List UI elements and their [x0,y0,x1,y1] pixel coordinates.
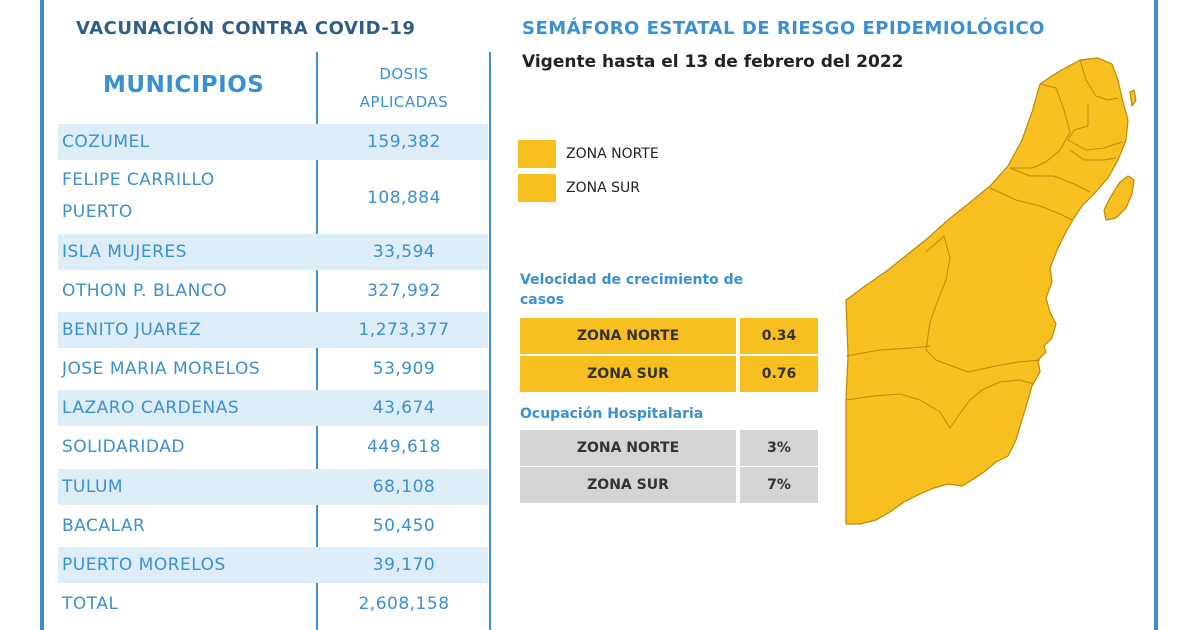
dosis-value: 43,674 [372,398,436,418]
dosis-value: 108,884 [367,188,441,208]
border-isla-mujeres [1079,59,1119,101]
semaforo-title: SEMÁFORO ESTATAL DE RIESGO EPIDEMIOLÓGIC… [522,18,1045,39]
dosis-value: 327,992 [367,281,441,301]
border-lazaro-cardenas [1010,83,1071,169]
municipio-name: ISLA MUJERES [62,242,187,262]
dosis-value: 39,170 [372,555,436,575]
velocidad-title-line2: casos [520,292,565,308]
table-row: FELIPE CARRILLO PUERTO 108,884 [58,162,488,232]
dosis-header: DOSIS APLICADAS [318,60,490,116]
municipios-header: MUNICIPIOS [103,72,265,98]
zona-name: ZONA NORTE [520,318,736,354]
velocidad-row: ZONA NORTE 0.34 [520,318,818,354]
municipio-name: SOLIDARIDAD [62,437,185,457]
municipio-name: TULUM [62,477,124,497]
table-row-total: TOTAL 2,608,158 [58,586,488,622]
legend-label-zona-norte: ZONA NORTE [566,146,659,162]
legend-swatch-zona-sur [518,174,556,202]
velocidad-value: 0.34 [740,318,818,354]
ocupacion-table: ZONA NORTE 3% ZONA SUR 7% [520,430,818,504]
left-frame-border [40,0,44,630]
zona-name: ZONA SUR [520,356,736,392]
right-frame-border [1154,0,1158,630]
zona-name: ZONA SUR [520,467,736,503]
velocidad-title-line1: Velocidad de crecimiento de [520,272,744,288]
ocupacion-value: 3% [740,430,818,466]
vaccination-title: VACUNACIÓN CONTRA COVID-19 [76,18,416,39]
section-divider [489,52,491,630]
zona-name: ZONA NORTE [520,430,736,466]
table-row: TULUM 68,108 [58,469,488,505]
state-outline [845,57,1129,525]
legend-label-zona-sur: ZONA SUR [566,180,640,196]
municipio-name: FELIPE CARRILLO [62,170,215,190]
table-row: COZUMEL 159,382 [58,124,488,160]
border-puerto-morelos [1069,149,1117,161]
table-row: OTHON P. BLANCO 327,992 [58,273,488,309]
table-row: BENITO JUAREZ 1,273,377 [58,312,488,348]
municipio-name: JOSE MARIA MORELOS [62,359,261,379]
legend-swatch-zona-norte [518,140,556,168]
ocupacion-title: Ocupación Hospitalaria [520,406,704,422]
municipio-name: BENITO JUAREZ [62,320,202,340]
velocidad-value: 0.76 [740,356,818,392]
velocidad-table: ZONA NORTE 0.34 ZONA SUR 0.76 [520,318,818,392]
cozumel-island [1103,175,1135,221]
dosis-value: 50,450 [372,516,436,536]
municipio-name: COZUMEL [62,132,150,152]
table-row: SOLIDARIDAD 449,618 [58,429,488,465]
ocupacion-value: 7% [740,467,818,503]
municipio-name-line2: PUERTO [62,202,133,222]
dosis-value: 449,618 [367,437,441,457]
total-label: TOTAL [62,594,119,614]
border-felipe-carrillo [925,235,1041,373]
municipio-name: PUERTO MORELOS [62,555,226,575]
dosis-value: 33,594 [372,242,436,262]
dosis-value: 159,382 [367,132,441,152]
border-jose-maria-morelos [845,345,931,357]
border-solidaridad [1009,167,1091,193]
isla-mujeres-island [1129,89,1137,107]
table-row: PUERTO MORELOS 39,170 [58,547,488,583]
table-row: BACALAR 50,450 [58,508,488,544]
velocidad-title: Velocidad de crecimiento de casos [520,270,743,310]
velocidad-row: ZONA SUR 0.76 [520,356,818,392]
table-row: JOSE MARIA MORELOS 53,909 [58,351,488,387]
dosis-header-line2: APLICADAS [359,93,449,111]
border-benito-juarez [1067,104,1123,151]
border-tulum [989,187,1073,221]
municipio-name: BACALAR [62,516,146,536]
total-value: 2,608,158 [358,594,450,614]
table-row: LAZARO CARDENAS 43,674 [58,390,488,426]
dosis-value: 1,273,377 [358,320,450,340]
ocupacion-row: ZONA SUR 7% [520,467,818,503]
dosis-value: 68,108 [372,477,436,497]
border-bacalar [845,379,1035,429]
quintana-roo-map [845,57,1137,525]
dosis-value: 53,909 [372,359,436,379]
vigencia-subtitle: Vigente hasta el 13 de febrero del 2022 [522,52,904,72]
dosis-header-line1: DOSIS [379,65,429,83]
table-row: ISLA MUJERES 33,594 [58,234,488,270]
municipio-name: OTHON P. BLANCO [62,281,228,301]
ocupacion-row: ZONA NORTE 3% [520,430,818,466]
municipio-name: LAZARO CARDENAS [62,398,240,418]
